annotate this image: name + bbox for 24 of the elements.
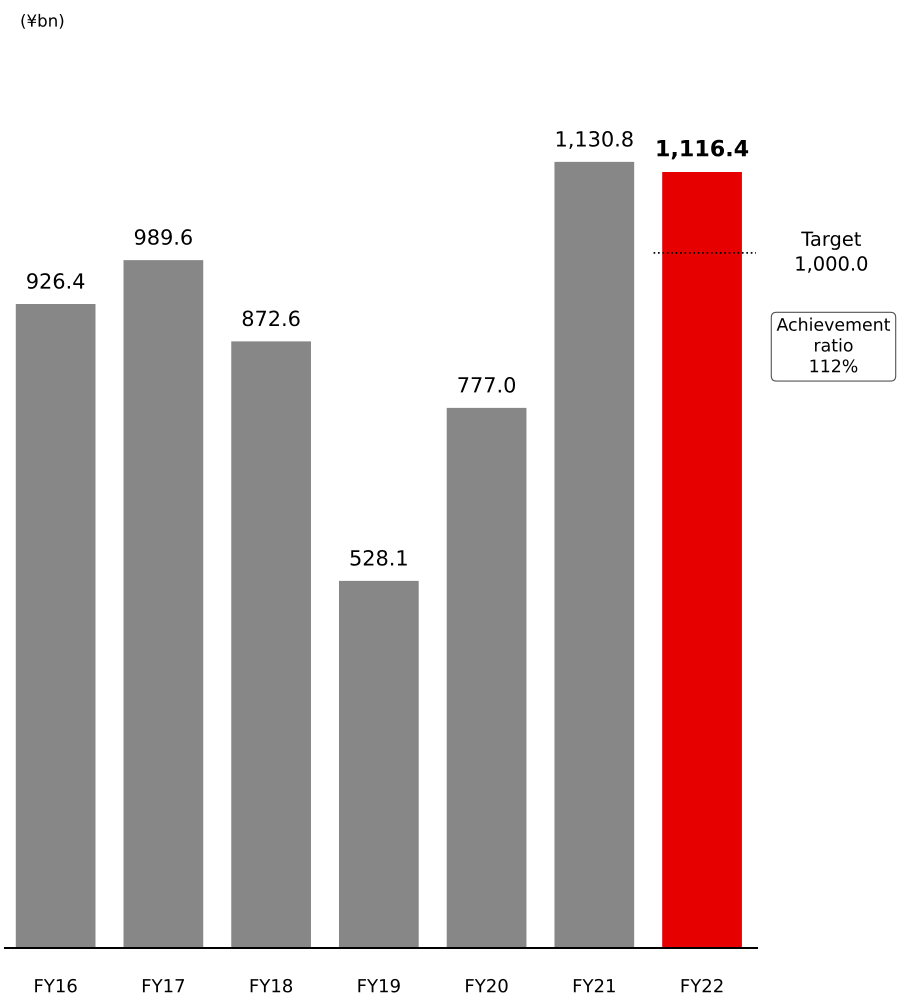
x-tick-label: FY16 — [35, 978, 77, 993]
data-label: 528.1 — [350, 550, 407, 566]
x-tick-label: FY18 — [250, 978, 292, 993]
x-tick-label: FY17 — [142, 979, 184, 992]
x-tick-label: FY22 — [682, 978, 722, 992]
text: Achievement ratio 112% — [776, 318, 890, 372]
text: (¥bn) — [21, 14, 64, 29]
bar — [124, 260, 204, 948]
bar — [554, 162, 634, 948]
data-label: 989.6 — [134, 229, 192, 245]
data-label: 872.6 — [242, 310, 300, 326]
bar — [446, 408, 526, 948]
data-label: 1,116.4 — [657, 140, 748, 160]
data-label: 777.0 — [458, 376, 516, 393]
bar — [231, 341, 311, 948]
x-tick-label: FY19 — [358, 978, 400, 993]
data-label: 1,130.8 — [556, 131, 633, 149]
bar — [662, 172, 742, 948]
data-label: 926.4 — [27, 273, 84, 289]
ref-line-label: Target 1,000.0 — [796, 232, 868, 273]
bar — [16, 304, 96, 948]
bar — [338, 580, 419, 948]
x-tick-label: FY20 — [466, 978, 508, 993]
x-tick-label: FY21 — [574, 978, 615, 992]
